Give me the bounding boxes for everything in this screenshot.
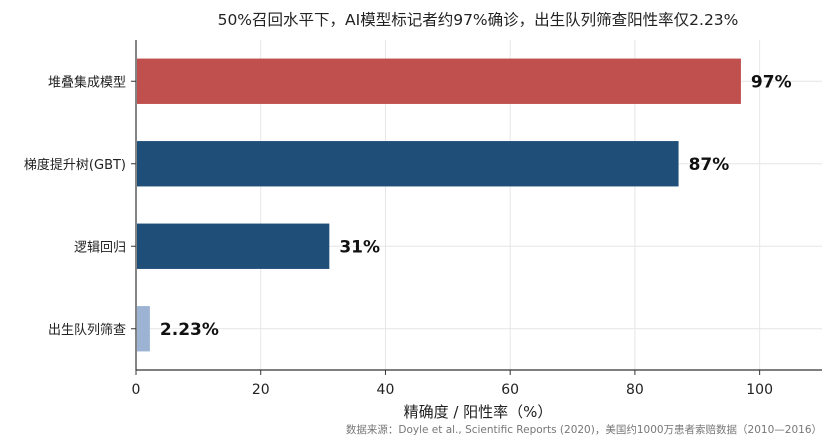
x-tick-label-40: 40	[377, 382, 395, 398]
x-axis-label: 精确度 / 阳性率（%）	[404, 403, 553, 421]
axes	[131, 40, 822, 375]
x-tick-label-20: 20	[252, 382, 270, 398]
category-label-1: 梯度提升树(GBT)	[24, 157, 126, 173]
bar-3	[137, 306, 150, 352]
value-label-2: 31%	[339, 237, 380, 257]
source-note: 数据来源：Doyle et al., Scientific Reports (2…	[346, 423, 822, 436]
value-label-0: 97%	[751, 72, 792, 92]
x-tick-label-80: 80	[626, 382, 644, 398]
x-tick-label-0: 0	[132, 382, 141, 398]
value-label-3: 2.23%	[160, 320, 219, 340]
bar-2	[137, 223, 330, 269]
bars	[137, 58, 741, 352]
labels: 0 20 40 60 80 100 堆叠集成模型 97% 梯度提升树(GBT) 87% 逻辑回归 31…	[24, 72, 792, 398]
category-label-2: 逻辑回归	[74, 240, 126, 255]
category-label-3: 出生队列筛查	[48, 323, 126, 338]
x-tick-label-100: 100	[746, 382, 773, 398]
x-tick-label-60: 60	[501, 382, 519, 398]
bar-1	[137, 141, 679, 187]
value-label-1: 87%	[689, 155, 730, 175]
category-label-0: 堆叠集成模型	[48, 74, 126, 90]
bar-0	[137, 58, 741, 104]
chart-title: 50%召回水平下，AI模型标记者约97%确诊，出生队列筛查阳性率仅2.23%	[218, 11, 739, 29]
